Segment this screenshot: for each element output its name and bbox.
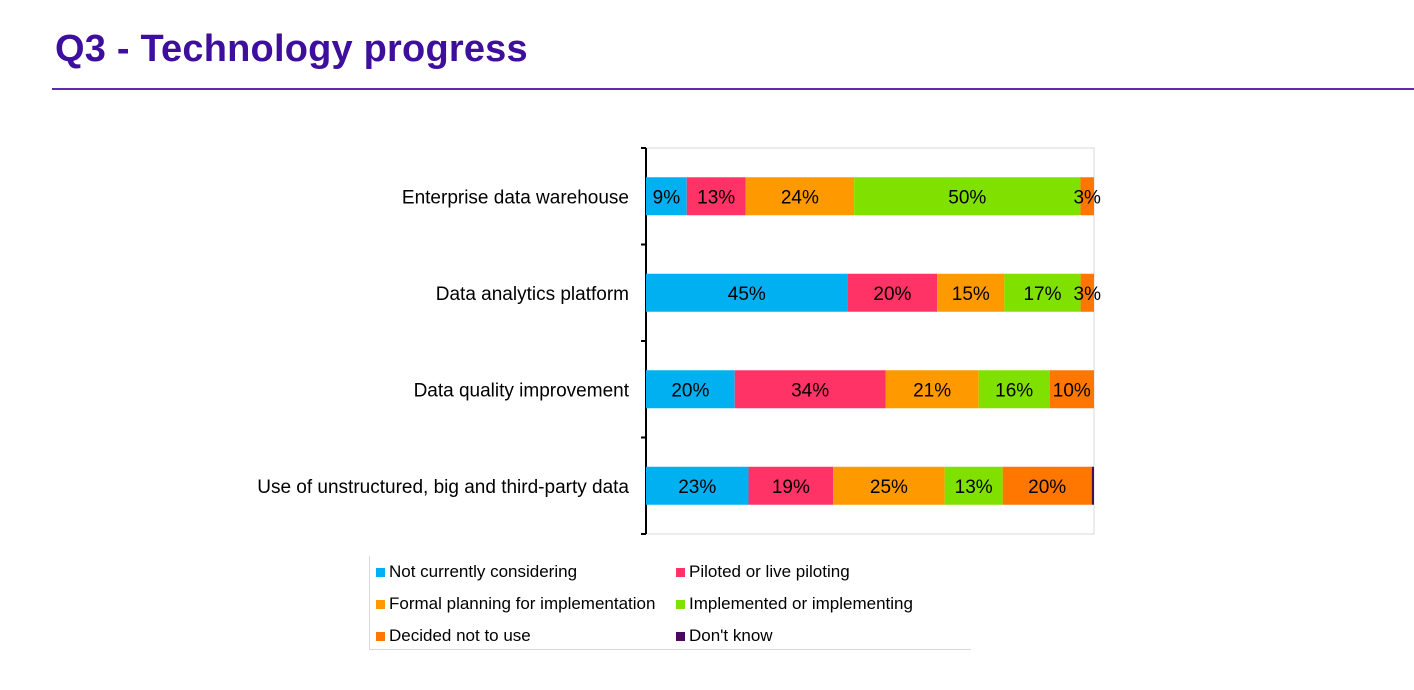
- bar-segment: [1004, 273, 1081, 312]
- data-label: 25%: [870, 477, 908, 498]
- bar-segment: [833, 466, 945, 505]
- category-label: Use of unstructured, big and third-party…: [257, 477, 629, 498]
- bar-segment: [1080, 177, 1094, 216]
- data-label: 45%: [728, 284, 766, 305]
- data-label: 34%: [791, 380, 829, 401]
- category-label: Enterprise data warehouse: [402, 187, 629, 208]
- data-label: 3%: [1073, 187, 1101, 208]
- legend-swatch: [376, 631, 385, 641]
- data-label: 15%: [952, 284, 990, 305]
- legend-label: Decided not to use: [389, 626, 531, 645]
- data-label: 17%: [1023, 284, 1061, 305]
- data-label: 20%: [1028, 477, 1066, 498]
- title-divider: [52, 88, 1414, 90]
- chart-legend: Not currently considering Piloted or live…: [369, 556, 971, 650]
- data-label: 24%: [781, 187, 819, 208]
- bar-segment: [1091, 466, 1094, 505]
- bar-segment: [1002, 466, 1092, 505]
- legend-item: Don't know: [676, 626, 773, 646]
- legend-swatch: [676, 631, 685, 641]
- legend-label: Piloted or live piloting: [689, 562, 850, 581]
- legend-swatch: [376, 599, 385, 609]
- data-label: 50%: [948, 187, 986, 208]
- data-label: 19%: [772, 477, 810, 498]
- bar-segment: [646, 177, 687, 216]
- bar-segment: [937, 273, 1005, 312]
- bar-segment: [745, 177, 855, 216]
- bar-segment: [646, 370, 735, 409]
- bar-segment: [847, 273, 938, 312]
- data-label: 13%: [697, 187, 735, 208]
- bar-segment: [1049, 370, 1094, 409]
- bar-segment: [748, 466, 834, 505]
- data-label: 3%: [1074, 284, 1102, 305]
- bar-segment: [885, 370, 979, 409]
- legend-label: Don't know: [689, 626, 773, 645]
- legend-label: Formal planning for implementation: [389, 594, 656, 613]
- data-label: 13%: [955, 477, 993, 498]
- data-label: 20%: [873, 284, 911, 305]
- bar-segment: [978, 370, 1050, 409]
- legend-item: Not currently considering: [376, 562, 577, 582]
- data-label: 20%: [671, 380, 709, 401]
- data-label: 10%: [1053, 380, 1091, 401]
- bar-segment: [944, 466, 1003, 505]
- legend-item: Decided not to use: [376, 626, 531, 646]
- data-label: 16%: [995, 380, 1033, 401]
- legend-swatch: [376, 567, 385, 577]
- bar-segment: [646, 273, 848, 312]
- legend-item: Implemented or implementing: [676, 594, 913, 614]
- bar-segment: [1080, 273, 1094, 312]
- page-title: Q3 - Technology progress: [55, 28, 528, 70]
- legend-swatch: [676, 599, 685, 609]
- bar-segment: [686, 177, 746, 216]
- legend-label: Not currently considering: [389, 562, 578, 581]
- legend-swatch: [676, 567, 685, 577]
- bar-segment: [854, 177, 1081, 216]
- legend-item: Formal planning for implementation: [376, 594, 655, 614]
- bar-segment: [646, 466, 749, 505]
- data-label: 21%: [913, 380, 951, 401]
- data-label: 23%: [678, 477, 716, 498]
- data-label: 9%: [653, 187, 681, 208]
- category-label: Data analytics platform: [436, 284, 629, 305]
- legend-label: Implemented or implementing: [689, 594, 913, 613]
- bar-segment: [734, 370, 886, 409]
- category-label: Data quality improvement: [414, 380, 630, 401]
- legend-item: Piloted or live piloting: [676, 562, 850, 582]
